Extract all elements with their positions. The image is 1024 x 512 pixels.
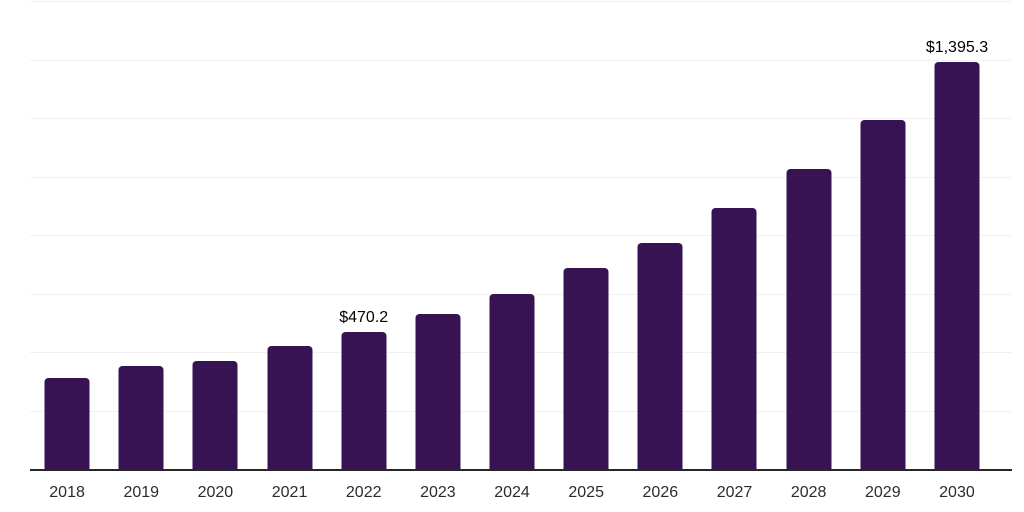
grid-line (30, 59, 1012, 61)
bar-band-2020 (178, 2, 252, 470)
grid-line (30, 176, 1012, 178)
bar-band-2029 (846, 2, 920, 470)
x-tick-label-2019: 2019 (123, 484, 160, 501)
bar-band-2030: $1,395.3 (920, 2, 994, 470)
grid-line (30, 118, 1012, 119)
bar-2029[interactable] (860, 120, 906, 470)
x-tick-label-2022: 2022 (345, 484, 382, 501)
x-tick-label-2024: 2024 (494, 484, 530, 501)
bar-band-2026 (623, 2, 697, 470)
bar-band-2019 (104, 2, 178, 470)
x-tick-label-2030: 2030 (939, 484, 975, 501)
bar-2025[interactable] (563, 268, 609, 470)
x-tick-label-2020: 2020 (197, 484, 234, 501)
bar-band-2023 (401, 2, 475, 470)
x-tick-label-2028: 2028 (790, 484, 827, 501)
bar-2028[interactable] (786, 169, 832, 470)
bar-2024[interactable] (489, 294, 535, 470)
bar-2020[interactable] (192, 360, 238, 470)
grid-line (30, 1, 1012, 2)
grid-line (30, 293, 1012, 295)
x-tick-label-2026: 2026 (642, 484, 679, 501)
x-axis-tick-labels: 2018 2019 2020 2021 2022 2023 2024 2025 2026 2027… (30, 484, 994, 502)
x-tick-label-2023: 2023 (420, 484, 456, 501)
bar-band-2021 (252, 2, 326, 470)
x-tick-label-2025: 2025 (568, 484, 604, 501)
bar-2023[interactable] (415, 314, 461, 470)
bar-band-2028 (772, 2, 846, 470)
bar-band-2018 (30, 2, 104, 470)
bar-band-2025 (549, 2, 623, 470)
x-tick-label-2027: 2027 (716, 484, 753, 501)
bars-layer: $470.2 $1,395.3 (30, 2, 994, 470)
grid-line (30, 235, 1012, 236)
bar-2019[interactable] (118, 365, 164, 470)
x-tick-label-2018: 2018 (49, 484, 85, 501)
bar-2026[interactable] (637, 242, 683, 470)
bar-2021[interactable] (267, 345, 313, 470)
bar-2027[interactable] (711, 207, 757, 470)
bar-value-label-2030: $1,395.3 (925, 38, 989, 56)
bar-2030[interactable] (934, 61, 980, 470)
bar-value-label-2022: $470.2 (339, 309, 389, 327)
x-axis-line (30, 469, 1012, 471)
bar-band-2027 (697, 2, 771, 470)
x-tick-label-2029: 2029 (865, 484, 901, 501)
bar-band-2024 (475, 2, 549, 470)
plot-area: $470.2 $1,395.3 (30, 1, 1012, 471)
x-tick-label-2021: 2021 (271, 484, 308, 501)
bar-2022[interactable] (341, 332, 387, 470)
bar-2018[interactable] (44, 377, 90, 470)
bar-band-2022: $470.2 (327, 2, 401, 470)
